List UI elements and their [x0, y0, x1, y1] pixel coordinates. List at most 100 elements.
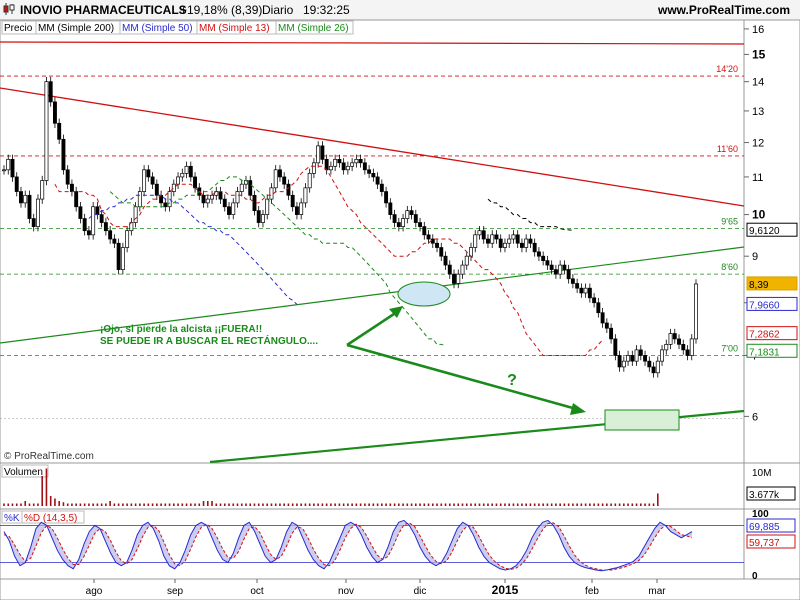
candle-body — [677, 338, 681, 345]
candle-body — [311, 162, 316, 174]
volume-bar — [614, 503, 617, 506]
candle-body — [227, 206, 231, 215]
volume-bar — [644, 503, 646, 506]
volume-bar — [300, 503, 302, 506]
volume-bar — [342, 503, 345, 506]
volume-bar — [427, 503, 430, 506]
candle-body — [384, 191, 389, 204]
candle-body — [341, 162, 346, 171]
candle-body — [452, 273, 456, 284]
candle-body — [583, 287, 588, 294]
volume-bar — [109, 501, 111, 506]
volume-bar — [41, 476, 44, 506]
level-label: 14'20 — [716, 64, 738, 74]
candle-body — [316, 145, 321, 164]
time-tick-label: dic — [414, 586, 427, 597]
volume-bar — [372, 503, 375, 506]
candle-body — [553, 269, 558, 275]
candle-body — [638, 349, 643, 356]
volume-bar — [419, 503, 421, 506]
candle-body — [210, 194, 214, 200]
volume-bar — [88, 503, 90, 506]
candle-body — [120, 247, 125, 270]
price-change: +19,18% (8,39) — [180, 3, 263, 17]
volume-bar — [253, 503, 256, 506]
volume-bar — [359, 503, 362, 506]
time-tick-label: 2015 — [492, 583, 519, 597]
candle-body — [655, 360, 660, 374]
volume-bar — [15, 503, 18, 506]
price-tick-label: 6 — [752, 411, 758, 423]
volume-bar — [223, 503, 226, 506]
volume-bar — [62, 502, 65, 506]
volume-bar — [279, 503, 281, 506]
volume-bar — [334, 503, 336, 506]
volume-bar — [283, 503, 285, 506]
volume-bar — [173, 503, 175, 506]
volume-bar — [126, 503, 128, 506]
chart-header: INOVIO PHARMACEUTICALS +19,18% (8,39) Di… — [0, 0, 800, 21]
candle-body — [265, 198, 270, 215]
stoch-tick-label: 100 — [752, 509, 769, 520]
time-label: 19:32:25 — [303, 3, 350, 17]
volume-bar — [232, 503, 235, 506]
volume-axis-frame — [743, 462, 800, 510]
candle-body — [358, 159, 363, 164]
volume-bar — [122, 503, 124, 506]
volume-bar — [92, 503, 94, 506]
candle-body — [660, 349, 664, 362]
volume-bar — [296, 503, 298, 506]
volume-bar — [512, 503, 515, 506]
candle-body — [188, 165, 193, 178]
legend-label: Precio — [4, 23, 33, 34]
volume-bar — [113, 503, 116, 506]
volume-bar — [317, 503, 319, 506]
price-tick-label: 10 — [752, 208, 766, 222]
price-tick-label: 14 — [752, 77, 764, 89]
candle-body — [44, 81, 49, 181]
volume-bar — [105, 503, 107, 506]
candle-body — [333, 159, 338, 167]
candle-body — [6, 159, 11, 171]
candle-body — [592, 297, 597, 304]
volume-bar — [385, 503, 387, 506]
stoch-tag-label: 69,885 — [749, 522, 780, 533]
volume-bar — [525, 503, 527, 506]
candle-body — [14, 176, 19, 192]
candle-body — [422, 226, 427, 236]
volume-bar — [168, 503, 171, 506]
volume-bar — [236, 503, 239, 506]
candle-body — [57, 122, 62, 140]
stoch-tick-label: 0 — [752, 571, 758, 582]
candle-body — [587, 287, 592, 299]
volume-bar — [100, 503, 103, 506]
copyright-label: © ProRealTime.com — [4, 451, 94, 462]
volume-tag-box — [746, 486, 796, 501]
volume-bar — [516, 503, 519, 506]
annotation-line1: ¡Ojo, si pierde la alcista ¡¡FUERA!! — [100, 324, 262, 335]
volume-bar — [240, 503, 243, 506]
candle-body — [299, 202, 304, 215]
candle-body — [23, 194, 28, 204]
candle-body — [231, 202, 236, 215]
site-url[interactable]: www.ProRealTime.com — [658, 3, 791, 17]
candle-body — [36, 198, 40, 227]
arrow-down-line — [346, 343, 581, 412]
volume-bar — [198, 503, 201, 506]
volume-bar — [58, 501, 60, 506]
candlestick-glyph — [3, 3, 15, 15]
candle-body — [184, 165, 189, 174]
arrow-up-line — [346, 308, 401, 347]
volume-bar — [567, 503, 570, 506]
candle-body — [137, 191, 142, 208]
candle-body — [19, 191, 23, 204]
volume-bar — [325, 503, 328, 506]
stoch-tag-box — [746, 534, 796, 549]
sma200-line — [487, 198, 573, 231]
price-tick-label: 15 — [752, 47, 766, 61]
candle-body — [426, 234, 431, 240]
candle-body — [86, 230, 91, 236]
candle-body — [48, 81, 53, 103]
candle-body — [464, 255, 469, 266]
volume-bar — [347, 503, 349, 506]
